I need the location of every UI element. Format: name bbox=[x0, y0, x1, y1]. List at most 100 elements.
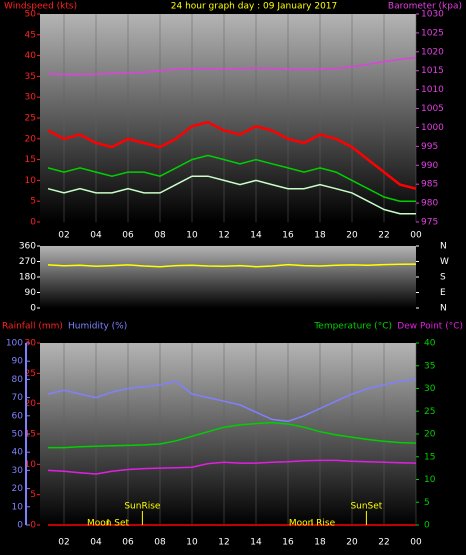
y2-tick-label: W bbox=[440, 257, 449, 267]
y2-tick-label: 10 bbox=[424, 475, 436, 485]
plot-area bbox=[40, 14, 416, 222]
y2-tick-label: 1000 bbox=[421, 123, 444, 133]
y2-tick-label: 5 bbox=[424, 498, 430, 508]
y-tick-label: 5 bbox=[30, 490, 36, 500]
y3-tick-label: 50 bbox=[12, 430, 24, 440]
event-label: SunSet bbox=[350, 502, 382, 512]
y2-tick-label: 1030 bbox=[421, 10, 444, 20]
event-label: Moon Set bbox=[87, 519, 130, 529]
series-line bbox=[47, 263, 417, 268]
series-line bbox=[47, 56, 417, 76]
y2-tick-label: 975 bbox=[421, 218, 438, 228]
x-tick-label: 18 bbox=[314, 231, 326, 241]
y2-tick-label: N bbox=[440, 242, 447, 252]
y2-tick-label: 995 bbox=[421, 142, 438, 152]
x-tick-label: 00 bbox=[410, 538, 422, 548]
y3-tick-label: 30 bbox=[12, 466, 24, 476]
x-tick-label: 06 bbox=[122, 231, 134, 241]
x-tick-label: 14 bbox=[250, 538, 262, 548]
y3-tick-label: 20 bbox=[12, 484, 24, 494]
y2-tick-label: 990 bbox=[421, 161, 438, 171]
humidity-axis-label: Humidity (%) bbox=[68, 322, 127, 332]
y-tick-label: 25 bbox=[25, 114, 36, 124]
x-tick-label: 10 bbox=[186, 538, 198, 548]
y2-tick-label: E bbox=[440, 288, 446, 298]
y2-tick-label: 980 bbox=[421, 199, 438, 209]
y-tick-label: 90 bbox=[25, 288, 37, 298]
y-tick-label: 45 bbox=[25, 30, 36, 40]
y2-tick-label: 0 bbox=[424, 521, 430, 531]
y3-tick-label: 80 bbox=[12, 375, 24, 385]
plot-area bbox=[40, 343, 416, 525]
y2-tick-label: 985 bbox=[421, 180, 438, 190]
x-tick-label: 22 bbox=[378, 231, 389, 241]
y-tick-label: 0 bbox=[30, 218, 36, 228]
x-tick-label: 06 bbox=[122, 538, 134, 548]
y2-tick-label: 40 bbox=[424, 339, 436, 349]
y-tick-label: 5 bbox=[30, 197, 36, 207]
x-tick-label: 12 bbox=[218, 231, 229, 241]
x-tick-label: 08 bbox=[154, 538, 166, 548]
series-line bbox=[47, 120, 417, 190]
x-tick-label: 14 bbox=[250, 231, 262, 241]
x-tick-label: 00 bbox=[410, 231, 422, 241]
wind-axis-label: Windspeed (kts) bbox=[4, 2, 77, 12]
y-tick-label: 10 bbox=[25, 460, 37, 470]
y-tick-label: 50 bbox=[25, 10, 37, 20]
y2-tick-label: 35 bbox=[424, 361, 435, 371]
x-tick-label: 02 bbox=[58, 231, 69, 241]
y-tick-label: 0 bbox=[30, 304, 36, 314]
series-line bbox=[47, 378, 417, 423]
event-label: Moon Rise bbox=[289, 519, 336, 529]
y2-tick-label: 20 bbox=[424, 430, 436, 440]
y2-tick-label: 1015 bbox=[421, 66, 444, 76]
y-tick-label: 360 bbox=[19, 242, 36, 252]
series-line bbox=[47, 154, 416, 202]
x-tick-label: 16 bbox=[282, 231, 294, 241]
y3-tick-label: 40 bbox=[12, 448, 24, 458]
chart-title: 24 hour graph day : 09 January 2017 bbox=[171, 2, 338, 12]
plot-area bbox=[40, 246, 416, 308]
event-label: SunRise bbox=[124, 502, 161, 512]
y2-tick-label: 30 bbox=[424, 384, 436, 394]
y2-tick-label: 1005 bbox=[421, 104, 444, 114]
y3-tick-label: 100 bbox=[6, 339, 23, 349]
barometer-axis-label: Barometer (kpa) bbox=[388, 2, 462, 12]
y3-tick-label: 10 bbox=[12, 502, 24, 512]
series-line bbox=[47, 459, 417, 475]
y-tick-label: 15 bbox=[25, 155, 36, 165]
y-tick-label: 10 bbox=[25, 176, 37, 186]
y-tick-label: 40 bbox=[25, 51, 37, 61]
y-tick-label: 30 bbox=[25, 93, 37, 103]
x-tick-label: 10 bbox=[186, 231, 198, 241]
y-tick-label: 20 bbox=[25, 399, 37, 409]
x-tick-label: 04 bbox=[90, 538, 102, 548]
x-tick-label: 08 bbox=[154, 231, 166, 241]
x-tick-label: 02 bbox=[58, 538, 69, 548]
rain-axis-label: Rainfall (mm) bbox=[2, 322, 63, 332]
y-tick-label: 0 bbox=[30, 521, 36, 531]
y-tick-label: 180 bbox=[19, 273, 36, 283]
y3-tick-label: 0 bbox=[17, 521, 23, 531]
y2-tick-label: 1010 bbox=[421, 85, 444, 95]
series-line bbox=[48, 421, 417, 449]
y-tick-label: 20 bbox=[25, 134, 37, 144]
x-tick-label: 18 bbox=[314, 538, 326, 548]
y3-tick-label: 60 bbox=[12, 411, 24, 421]
temperature-axis-label: Temperature (°C) bbox=[313, 322, 392, 332]
series-line bbox=[47, 175, 416, 215]
y-tick-label: 15 bbox=[25, 430, 36, 440]
y-tick-label: 25 bbox=[25, 369, 36, 379]
y3-tick-label: 70 bbox=[12, 393, 24, 403]
y2-tick-label: 1025 bbox=[421, 28, 444, 38]
y2-tick-label: S bbox=[440, 273, 446, 283]
x-tick-label: 20 bbox=[346, 231, 358, 241]
x-tick-label: 16 bbox=[282, 538, 294, 548]
x-tick-label: 22 bbox=[378, 538, 389, 548]
y2-tick-label: N bbox=[440, 304, 447, 314]
dewpoint-axis-label: Dew Point (°C) bbox=[397, 322, 463, 332]
y2-tick-label: 15 bbox=[424, 452, 435, 462]
x-tick-label: 20 bbox=[346, 538, 358, 548]
x-tick-label: 12 bbox=[218, 538, 229, 548]
